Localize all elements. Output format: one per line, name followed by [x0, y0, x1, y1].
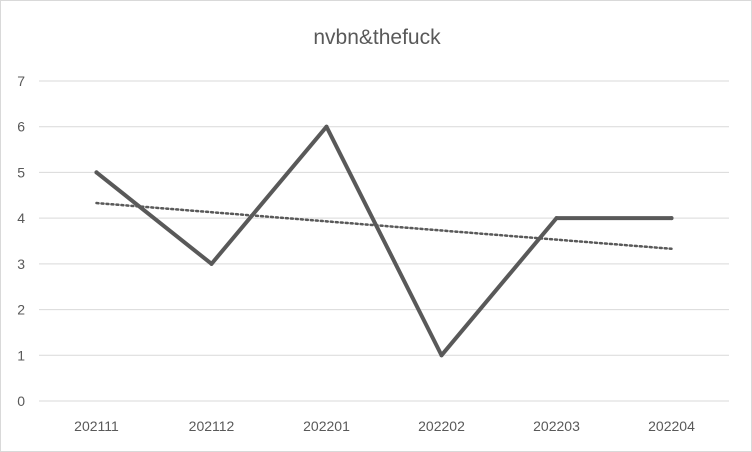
data-point [669, 216, 674, 221]
x-axis-ticks: 202111 202112 202201 202202 202203 202204 [74, 418, 695, 434]
y-tick-label: 6 [17, 119, 25, 135]
data-point [439, 353, 444, 358]
chart-title: nvbn&thefuck [313, 26, 441, 49]
y-tick-label: 4 [17, 210, 25, 226]
x-tick-label: 202201 [303, 418, 350, 434]
data-point [94, 170, 99, 175]
y-tick-label: 3 [17, 256, 25, 272]
y-tick-label: 0 [17, 393, 25, 409]
series-layer [94, 124, 674, 358]
x-tick-label: 202112 [189, 418, 235, 434]
trendline-layer [95, 201, 673, 251]
y-tick-label: 2 [17, 302, 25, 318]
trendline [95, 201, 673, 251]
data-point [209, 261, 214, 266]
y-tick-label: 1 [17, 347, 25, 363]
x-tick-label: 202203 [533, 418, 580, 434]
data-point [554, 216, 559, 221]
x-tick-label: 202111 [74, 418, 119, 434]
x-tick-label: 202202 [418, 418, 465, 434]
x-tick-label: 202204 [648, 418, 695, 434]
series-line [94, 124, 674, 358]
y-tick-label: 7 [17, 73, 25, 89]
y-axis-ticks: 0 1 2 3 4 5 6 7 [17, 73, 25, 409]
data-point [324, 124, 329, 129]
y-tick-label: 5 [17, 164, 25, 180]
